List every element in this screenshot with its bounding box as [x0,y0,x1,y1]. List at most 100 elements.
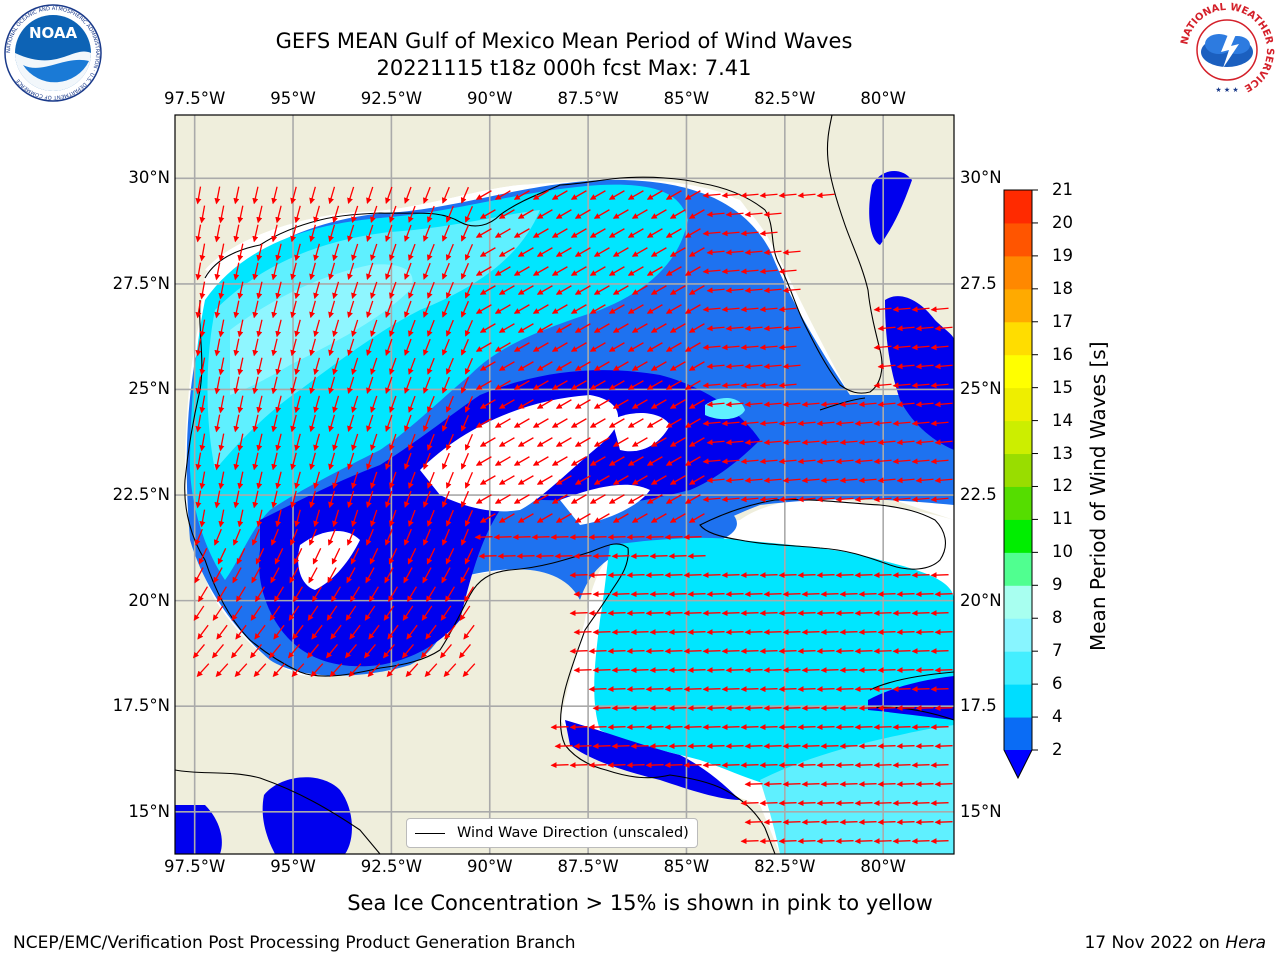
footer-date-text: 17 Nov 2022 on [1084,933,1226,953]
direction-arrow [740,344,759,351]
direction-arrow [385,224,393,242]
direction-arrow [405,663,419,678]
direction-arrow [517,437,534,447]
direction-arrow [197,624,209,640]
direction-arrow [631,437,648,447]
direction-arrow [896,591,915,598]
direction-arrow [293,586,303,603]
direction-arrow [289,567,299,584]
direction-arrow [569,610,588,617]
direction-arrow [331,548,341,565]
direction-arrow [385,414,393,432]
direction-arrow [744,591,763,598]
footer-machine: Hera [1225,933,1266,953]
direction-arrow [744,363,763,370]
direction-arrow [816,724,835,731]
direction-arrow [744,477,763,484]
direction-arrow [351,471,359,490]
direction-arrow [332,205,340,224]
direction-arrow [218,433,225,452]
direction-arrow [744,401,763,408]
direction-arrow [422,452,431,470]
wave-period-region [869,170,912,245]
direction-arrow [608,456,625,466]
direction-arrow [385,300,393,318]
direction-arrow [369,586,379,603]
direction-arrow [650,247,667,257]
colorbar-segment [1004,684,1032,718]
direction-arrow [445,586,455,603]
direction-arrow [347,186,355,205]
direction-arrow [294,395,301,414]
lat-tick-label-left: 25°N [128,379,170,399]
direction-arrow [366,300,374,319]
direction-arrow [877,477,896,484]
direction-arrow [236,586,246,603]
direction-arrow [422,186,431,204]
direction-arrow [464,243,474,261]
direction-arrow [797,762,816,769]
direction-arrow [630,667,649,674]
direction-arrow [782,705,801,712]
direction-arrow [873,496,892,503]
direction-arrow [684,228,701,238]
direction-arrow [351,281,359,300]
direction-arrow [664,610,683,617]
direction-arrow [270,528,279,546]
direction-arrow [873,458,892,465]
direction-arrow [475,304,492,314]
direction-arrow [513,418,530,428]
direction-arrow [896,819,915,826]
direction-arrow [759,192,778,199]
direction-arrow [310,663,324,678]
direction-arrow [664,724,683,731]
direction-arrow [214,490,221,509]
direction-arrow [422,376,431,394]
direction-arrow [271,414,278,433]
chart-title: GEFS MEAN Gulf of Mexico Mean Period of … [275,29,853,53]
direction-arrow [816,762,835,769]
direction-arrow [256,509,263,528]
direction-arrow [911,686,930,693]
direction-arrow [665,456,682,466]
direction-arrow [445,357,454,375]
direction-arrow [589,342,606,352]
direction-arrow [589,380,606,390]
direction-arrow [797,610,816,617]
direction-arrow [688,437,705,447]
direction-arrow [309,224,316,243]
direction-arrow [351,395,359,414]
direction-arrow [612,475,629,485]
map-legend: Wind Wave Direction (unscaled) [406,818,698,848]
direction-arrow [782,743,801,750]
direction-arrow [474,534,493,541]
direction-arrow [554,743,573,750]
direction-arrow [214,224,221,243]
direction-arrow [271,338,278,357]
direction-arrow [683,572,702,579]
direction-arrow [892,648,911,655]
direction-arrow [930,382,949,389]
direction-arrow [196,663,210,678]
direction-arrow [835,458,854,465]
direction-arrow [233,490,240,509]
direction-arrow [631,399,648,409]
direction-arrow [532,228,549,238]
direction-arrow [493,534,512,541]
direction-arrow [721,420,740,427]
lat-tick-label-right: 30°N [960,168,1002,188]
direction-arrow [835,648,854,655]
direction-arrow [608,304,625,314]
direction-arrow [702,496,721,503]
direction-arrow [551,304,568,314]
direction-arrow [460,224,470,242]
direction-arrow [464,281,474,299]
direction-arrow [569,534,588,541]
direction-arrow [347,300,355,319]
direction-arrow [934,781,953,788]
direction-arrow [475,418,492,428]
direction-arrow [536,437,553,447]
direction-arrow [744,705,763,712]
direction-arrow [369,548,379,565]
